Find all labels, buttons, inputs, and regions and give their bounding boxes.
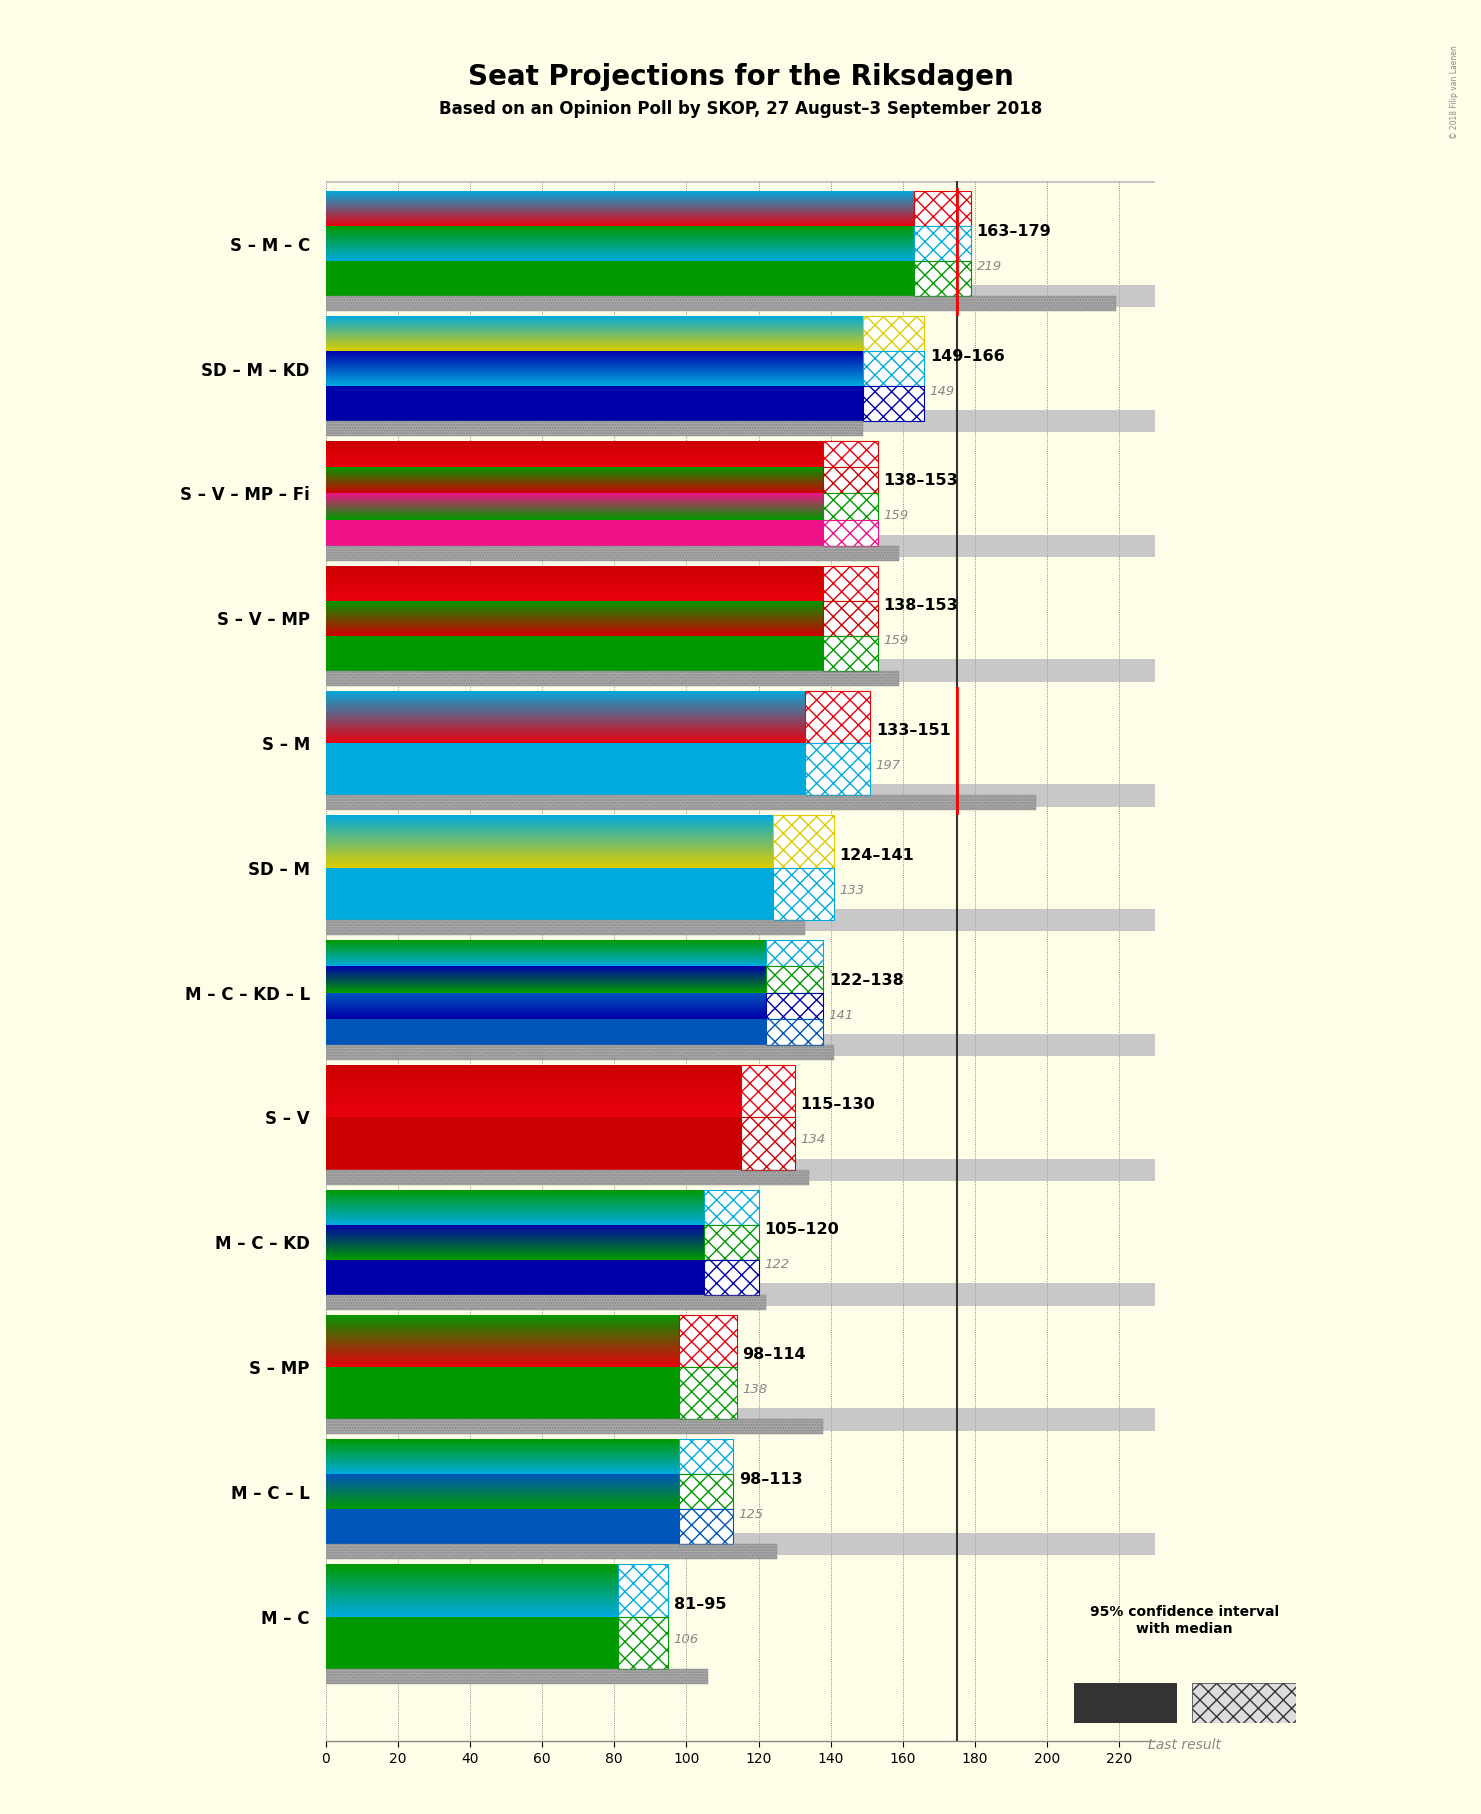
Text: 106: 106 [674,1633,699,1645]
Bar [326,1419,823,1435]
Bar [326,160,1155,183]
Bar [326,1533,1155,1555]
Bar [326,1284,1155,1306]
Text: 197: 197 [875,758,900,773]
Bar [326,1170,809,1185]
Text: 133–151: 133–151 [875,724,951,738]
Bar [863,316,924,352]
Text: Seat Projections for the Riksdagen: Seat Projections for the Riksdagen [468,63,1013,91]
Text: 105–120: 105–120 [764,1223,838,1237]
Bar [823,468,878,493]
Bar [773,867,834,920]
Bar [326,920,806,936]
Bar [326,1419,823,1435]
Bar [766,967,823,992]
Bar [326,671,899,686]
Text: 98–113: 98–113 [739,1471,803,1487]
Bar [326,1544,776,1560]
Bar [823,493,878,519]
Bar [914,261,972,296]
Text: 98–114: 98–114 [742,1348,806,1362]
Text: 149–166: 149–166 [930,348,1004,363]
Bar [863,386,924,421]
Bar [326,1408,1155,1431]
Bar [680,1315,738,1368]
Bar [705,1190,758,1224]
Bar [326,1034,1155,1056]
Bar [766,940,823,967]
Bar [326,1669,708,1683]
Bar [326,795,1037,811]
Bar [823,441,878,468]
Bar [326,296,1115,312]
Bar [326,410,1155,432]
Text: Last result: Last result [1148,1738,1222,1752]
Text: 122–138: 122–138 [829,972,903,987]
Bar [326,546,899,561]
Bar [823,519,878,546]
Bar [326,296,1115,312]
Bar [680,1368,738,1419]
Bar [766,992,823,1019]
Text: 115–130: 115–130 [800,1097,875,1112]
Bar [705,1259,758,1295]
Bar [806,744,871,795]
Bar [326,795,1037,811]
Bar [326,421,863,435]
Bar [326,1045,834,1059]
Text: 163–179: 163–179 [976,223,1052,239]
Bar [326,1544,776,1560]
Text: 134: 134 [800,1134,825,1146]
Text: 124–141: 124–141 [840,847,914,863]
Bar [823,635,878,671]
Bar [326,535,1155,557]
Bar [680,1475,733,1509]
Bar [326,920,806,936]
Bar [705,1224,758,1259]
Bar [806,691,871,744]
Bar [326,1159,1155,1181]
Bar [326,660,1155,682]
Text: 159: 159 [883,635,908,648]
Text: 125: 125 [739,1507,764,1520]
Text: 138–153: 138–153 [883,599,958,613]
Bar [618,1616,668,1669]
Text: 133: 133 [840,883,865,896]
Bar [326,285,1155,307]
Text: 122: 122 [764,1259,789,1272]
Bar [326,1045,834,1059]
Bar [618,1564,668,1616]
Text: 141: 141 [829,1009,855,1021]
Bar [740,1117,795,1170]
Bar [326,1669,708,1683]
Bar [326,421,863,435]
Bar [766,1019,823,1045]
Text: 159: 159 [883,510,908,522]
Bar [863,352,924,386]
Bar [914,227,972,261]
Bar [823,566,878,600]
Text: 138: 138 [742,1382,767,1397]
Text: © 2018 Filip van Laenen: © 2018 Filip van Laenen [1450,45,1459,140]
Bar [680,1509,733,1544]
Bar [326,1170,809,1185]
Text: 219: 219 [976,259,1001,272]
Bar [740,1065,795,1117]
Bar [326,671,899,686]
Bar [326,909,1155,931]
Bar [680,1440,733,1475]
Text: 81–95: 81–95 [674,1596,726,1611]
Text: 149: 149 [930,385,955,397]
Bar [326,546,899,561]
Text: 95% confidence interval
with median: 95% confidence interval with median [1090,1605,1280,1636]
Bar [326,784,1155,807]
Bar [914,192,972,227]
Text: 138–153: 138–153 [883,473,958,488]
Bar [773,816,834,867]
Bar [326,1295,766,1310]
Bar [326,1295,766,1310]
Text: Based on an Opinion Poll by SKOP, 27 August–3 September 2018: Based on an Opinion Poll by SKOP, 27 Aug… [438,100,1043,118]
Bar [823,600,878,635]
